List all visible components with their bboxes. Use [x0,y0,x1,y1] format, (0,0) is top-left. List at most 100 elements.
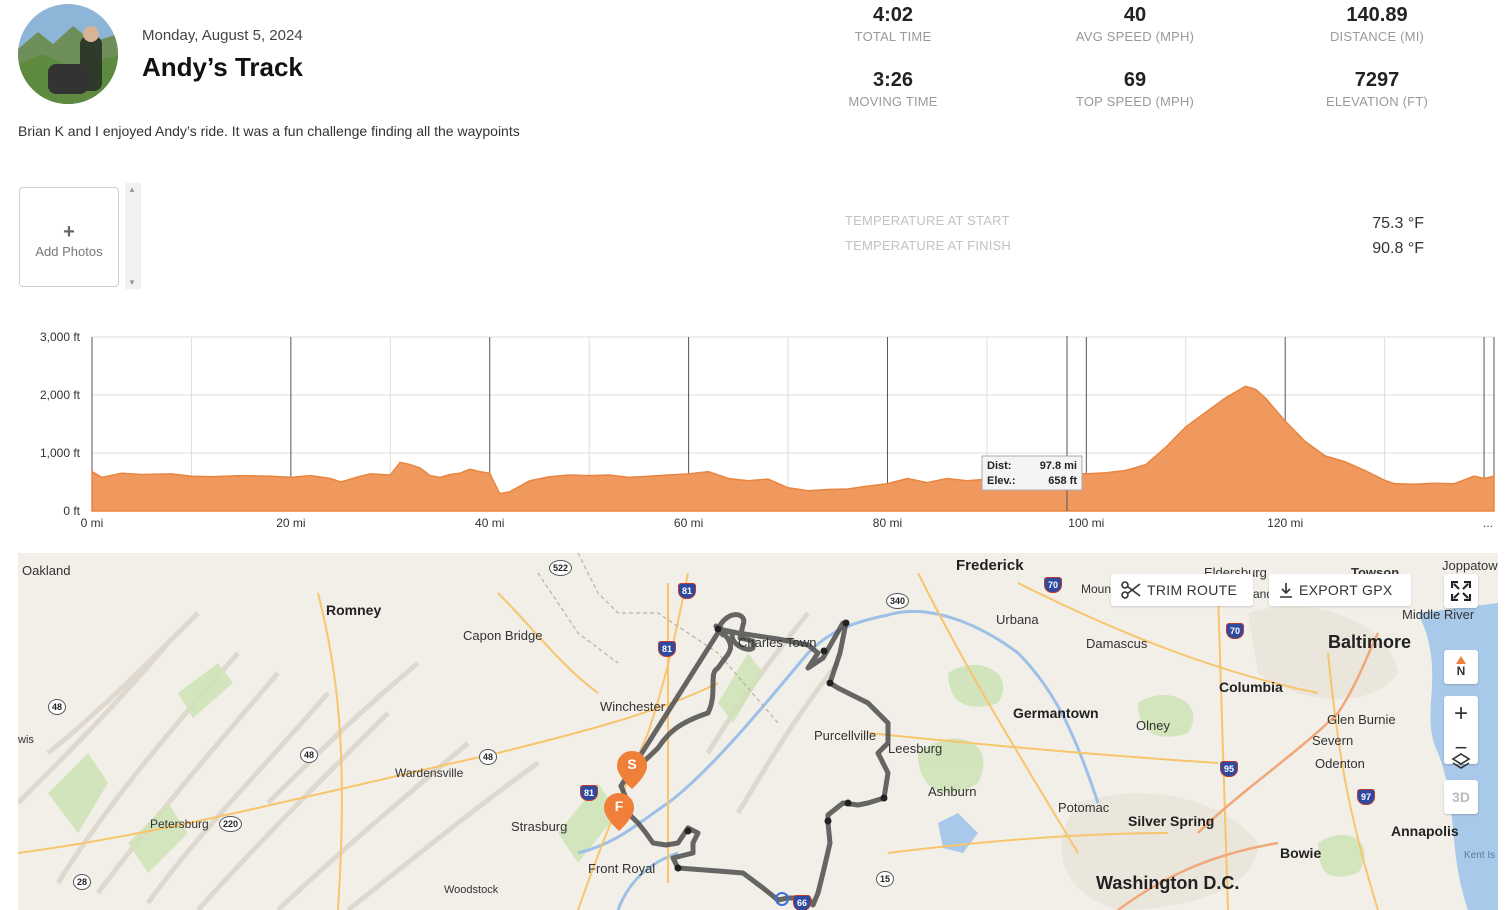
stat-distance: 140.89 DISTANCE (MI) [1287,4,1467,44]
map-canvas[interactable] [18,553,1498,910]
elevation-area [91,385,1495,512]
map-label: Middle River [1402,607,1475,622]
download-icon [1280,583,1292,598]
map-label: Columbia [1219,679,1283,695]
finish-marker-label: F [614,798,624,814]
stat-total-time: 4:02 TOTAL TIME [803,4,983,44]
highway-shield: 340 [886,593,910,609]
scroll-down-icon[interactable]: ▼ [128,278,136,287]
ride-description: Brian K and I enjoyed Andy’s ride. It wa… [18,123,520,139]
stat-value: 140.89 [1346,4,1408,26]
stat-label: DISTANCE (MI) [1329,29,1425,44]
map-label: Front Royal [588,861,656,876]
scroll-up-icon[interactable]: ▲ [128,185,136,194]
x-tick-label: 100 mi [1068,516,1104,530]
map-label: Romney [326,602,382,618]
stat-value: 4:02 [872,4,914,26]
highway-shield: 81 [658,641,677,657]
start-marker[interactable]: S [617,751,647,789]
plus-icon: + [63,221,75,243]
tooltip-elev-value: 658 ft [1048,475,1077,487]
x-tick-label: 0 mi [81,516,104,530]
add-photos-button[interactable]: + Add Photos [19,187,119,287]
compass-label: N [1456,664,1466,678]
ride-title[interactable]: Andy’s Track [142,52,303,82]
start-marker-label: S [627,756,637,772]
trim-route-button[interactable]: TRIM ROUTE [1111,574,1253,606]
3d-toggle-button[interactable]: 3D [1444,780,1478,814]
layers-button[interactable] [1444,746,1478,778]
highway-shield: 522 [549,560,573,576]
elevation-chart[interactable]: 0 ft 1,000 ft 2,000 ft 3,000 ft 0 mi 20 mi 40 … [0,330,1508,535]
map-label: Capon Bridge [463,628,543,643]
stat-label: TOTAL TIME [854,29,932,44]
stat-value: 69 [1123,69,1147,91]
compass-icon [1456,656,1466,664]
compass-button[interactable]: N [1444,650,1478,684]
x-tick-label: 80 mi [873,516,902,530]
map-label: Potomac [1058,800,1110,815]
map-label: Ashburn [928,784,977,799]
add-photos-label: Add Photos [35,244,103,259]
map-label: Olney [1136,718,1170,733]
finish-marker[interactable]: F [604,793,634,831]
stat-label: ELEVATION (FT) [1326,94,1428,109]
map-label: and [1253,587,1274,601]
x-tick-label: ... [1483,516,1493,530]
map-label: Baltimore [1328,632,1412,652]
map-label: Severn [1312,733,1354,748]
highway-shield: 81 [580,785,599,801]
map-label: Kent Is [1464,850,1496,861]
highway-shield: 81 [678,583,697,599]
scissors-icon [1121,581,1141,599]
map-label: Winchester [600,699,666,714]
fullscreen-icon [1451,581,1471,601]
map-label: Urbana [996,612,1039,627]
map-label: Silver Spring [1128,813,1215,829]
stat-value: 40 [1123,4,1147,26]
map-label: Moun [1081,582,1112,596]
map-label: Joppatow [1442,558,1498,573]
zoom-out-button[interactable]: − [1454,734,1468,760]
avatar[interactable] [18,4,118,104]
current-position-icon [775,892,789,906]
tooltip-dist-label: Dist: [987,460,1011,472]
x-tick-label: 60 mi [674,516,703,530]
temperature-finish-value: 90.8 °F [1372,240,1424,257]
highway-shield: 70 [1044,577,1063,593]
tooltip-dist-value: 97.8 mi [1040,460,1077,472]
map-label: Wardensville [395,766,464,780]
elevation-chart-svg[interactable]: 0 ft 1,000 ft 2,000 ft 3,000 ft 0 mi 20 mi 40 … [0,330,1508,535]
export-gpx-label: EXPORT GPX [1299,582,1393,598]
map-label: Glen Burnie [1327,712,1396,727]
x-tick-label: 120 mi [1267,516,1303,530]
x-tick-label: 20 mi [276,516,305,530]
temperature-finish-label: TEMPERATURE AT FINISH [845,238,1011,253]
finish-pin-icon [604,793,634,831]
highway-shield: 66 [793,895,812,910]
zoom-controls: + − [1444,696,1478,764]
highway-shield: 95 [1220,761,1239,777]
highway-shield: 28 [73,874,92,890]
map-label: Leesburg [888,741,943,756]
fullscreen-button[interactable] [1444,574,1478,608]
stat-label: TOP SPEED (MPH) [1075,94,1195,109]
trim-route-label: TRIM ROUTE [1147,582,1238,598]
y-tick-label: 2,000 ft [40,388,81,402]
ride-date: Monday, August 5, 2024 [142,27,303,44]
highway-shield: 48 [479,749,498,765]
stat-value: 7297 [1354,69,1400,91]
highway-shield: 220 [219,816,243,832]
export-gpx-button[interactable]: EXPORT GPX [1269,574,1411,606]
stat-label: AVG SPEED (MPH) [1075,29,1195,44]
zoom-in-button[interactable]: + [1453,699,1468,727]
map-label: Petersburg [150,817,209,831]
route-map[interactable]: S F 522 81 81 340 70 70 48 48 48 81 220 28 15 66 95 97 … [18,553,1498,910]
y-tick-label: 3,000 ft [40,330,81,344]
photos-scrollbar[interactable]: ▲ ▼ [125,183,141,289]
map-label: Damascus [1086,636,1148,651]
highway-shield: 15 [876,871,895,887]
y-tick-label: 1,000 ft [40,446,81,460]
x-tick-label: 40 mi [475,516,504,530]
map-label: Strasburg [511,819,568,834]
